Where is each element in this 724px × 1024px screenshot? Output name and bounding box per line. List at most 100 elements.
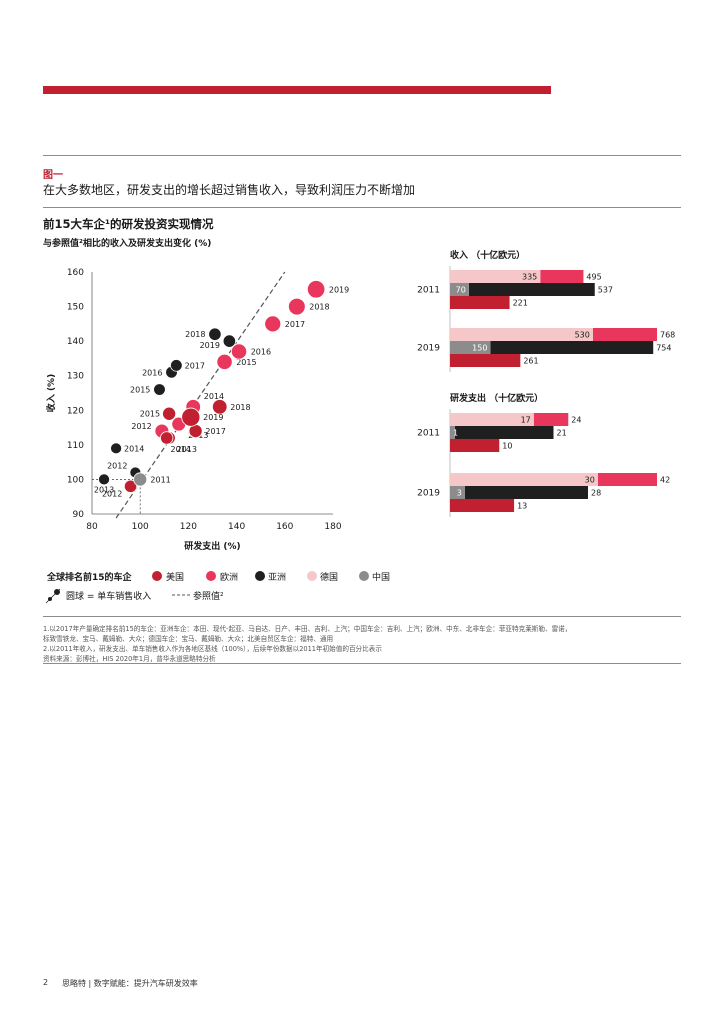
data-label-asia-2013: 2013	[94, 485, 114, 494]
category-label-revenue-2019: 2019	[417, 344, 440, 354]
value-label-rnd-asia-2019: 28	[591, 489, 601, 498]
category-label-revenue-2011: 2011	[417, 286, 440, 296]
bar-revenue-asia-2019	[490, 341, 654, 354]
value-label-revenue-europe-2011: 495	[586, 273, 601, 282]
data-label-europe-2015: 2015	[236, 358, 256, 367]
data-point-asia-2018	[208, 327, 222, 341]
legend-china-label: 中国	[372, 571, 390, 583]
bar-rnd-germany-2019	[450, 473, 598, 486]
data-label-europe-2012: 2012	[131, 422, 151, 431]
data-label-asia-2019: 2019	[200, 341, 220, 350]
data-label-usa-2019: 2019	[203, 413, 223, 422]
value-label-rnd-germany-2011: 17	[521, 416, 531, 425]
data-point-europe-2015	[216, 353, 233, 370]
divider-title	[43, 207, 681, 208]
legend-asia-swatch	[255, 571, 265, 581]
chart-title: 前15大车企¹的研发投资实现情况	[43, 217, 214, 231]
bar-rnd-germany-2011	[450, 413, 534, 426]
data-point-europe-2018	[288, 297, 306, 316]
data-label-asia-2014: 2014	[124, 444, 144, 453]
data-label-asia-2016: 2016	[142, 368, 162, 377]
y-tick-label: 100	[67, 475, 84, 485]
value-label-revenue-europe-2019: 768	[660, 331, 675, 340]
divider-top	[43, 155, 681, 156]
page-number: 2	[43, 978, 49, 987]
bar-rnd-usa-2019	[450, 499, 515, 512]
chart-subtitle: 与参照值²相比的收入及研发支出变化 (%)	[43, 239, 212, 249]
footnote-1: 1.以2017年产量确定排名前15的车企：亚洲车企：本田、现代-起亚、马自达、日…	[43, 625, 572, 633]
page-footer-text: 思略特 | 数字赋能：提升汽车研发效率	[62, 979, 198, 988]
value-label-revenue-china-2019: 150	[472, 344, 487, 353]
divider-bottom	[43, 663, 681, 664]
figure-title: 在大多数地区，研发支出的增长超过销售收入，导致利润压力不断增加	[43, 183, 416, 197]
legend-china-swatch	[359, 571, 369, 581]
data-label-europe-2017: 2017	[285, 320, 305, 329]
x-tick-label: 100	[132, 522, 149, 532]
footnote-1-cont: 标致雪铁龙、宝马、戴姆勒、大众；德国车企：宝马、戴姆勒、大众；北美自贸区车企：福…	[43, 635, 334, 643]
data-point-usa-2018	[212, 399, 228, 415]
data-label-europe-2016: 2016	[251, 348, 271, 357]
value-label-rnd-usa-2011: 10	[502, 442, 512, 451]
category-label-rnd-2011: 2011	[417, 429, 440, 439]
y-tick-label: 90	[73, 510, 85, 520]
value-label-rnd-asia-2011: 21	[557, 429, 567, 438]
x-tick-label: 140	[228, 522, 245, 532]
scatter-chart: 80 100 120 140 160 180 90 100 110 120 130 140 150 160…	[45, 268, 349, 552]
data-label-europe-2019: 2019	[329, 285, 349, 294]
data-point-europe-2019	[306, 280, 326, 299]
data-label-asia-2015: 2015	[130, 386, 150, 395]
data-label-asia-2017: 2017	[185, 361, 205, 370]
data-point-asia-2014	[110, 442, 123, 455]
bar-revenue-usa-2019	[450, 354, 521, 367]
bar-rnd-china-2011	[450, 426, 455, 439]
footnote-2: 2.以2011年收入，研发支出、单车销售收入作为各地区基线（100%），后续年份…	[43, 645, 382, 653]
legend-title: 全球排名前15的车企	[46, 571, 133, 583]
y-tick-label: 140	[67, 337, 84, 347]
data-point-europe-2016	[230, 343, 248, 360]
value-label-revenue-asia-2019: 754	[656, 344, 671, 353]
legend-bubble-note: 圆球 = 单车销售收入	[66, 590, 151, 602]
bar-rnd-usa-2011	[450, 439, 500, 452]
value-label-rnd-china-2011: 1	[453, 429, 458, 438]
y-tick-label: 110	[67, 441, 84, 451]
data-point-asia-2019	[222, 334, 237, 348]
rnd-chart-title: 研发支出 （十亿欧元）	[450, 392, 543, 404]
data-point-usa-2014	[160, 431, 174, 445]
x-tick-label: 120	[180, 522, 197, 532]
data-label-usa-2017: 2017	[205, 427, 225, 436]
data-point-usa-2019	[181, 407, 201, 427]
data-label-usa-2018: 2018	[230, 403, 250, 412]
data-point-asia-2013	[98, 473, 110, 486]
x-axis-label: 研发支出 (%)	[184, 540, 240, 552]
bar-rnd-europe-2019	[597, 473, 657, 486]
category-label-rnd-2019: 2019	[417, 489, 440, 499]
value-label-rnd-usa-2019: 13	[517, 502, 527, 511]
data-label-usa-2012: 2012	[102, 489, 122, 498]
x-tick-label: 180	[324, 522, 341, 532]
revenue-chart-title: 收入 （十亿欧元）	[450, 249, 525, 261]
value-label-revenue-usa-2011: 221	[513, 299, 528, 308]
data-label-usa-2015: 2015	[140, 410, 160, 419]
legend-germany-label: 德国	[320, 571, 338, 583]
bar-revenue-germany-2011	[450, 270, 541, 283]
value-label-revenue-germany-2011: 335	[522, 273, 537, 282]
y-tick-label: 120	[67, 406, 84, 416]
y-axis-label: 收入 (%)	[45, 374, 57, 412]
bar-revenue-europe-2011	[540, 270, 584, 283]
value-label-revenue-germany-2019: 530	[575, 331, 590, 340]
value-label-revenue-china-2011: 70	[456, 286, 466, 295]
data-label-europe-2018: 2018	[309, 303, 329, 312]
legend-europe-swatch	[206, 571, 216, 581]
bar-revenue-europe-2019	[592, 328, 657, 341]
legend-usa-label: 美国	[166, 571, 184, 583]
bar-rnd-europe-2011	[533, 413, 569, 426]
data-label-china-2011: 2011	[150, 475, 170, 484]
bar-charts: 收入 （十亿欧元） 335 495 70 537 221 2011 530 768 150 754 2…	[417, 249, 675, 517]
data-point-china-2011	[133, 472, 148, 487]
bar-rnd-asia-2019	[464, 486, 588, 499]
bar-revenue-china-2011	[450, 283, 469, 296]
data-point-usa-2012	[123, 479, 138, 493]
bubble-size-icon	[45, 588, 61, 604]
data-label-usa-2014: 2014	[171, 445, 191, 454]
bar-revenue-china-2019	[450, 341, 491, 354]
